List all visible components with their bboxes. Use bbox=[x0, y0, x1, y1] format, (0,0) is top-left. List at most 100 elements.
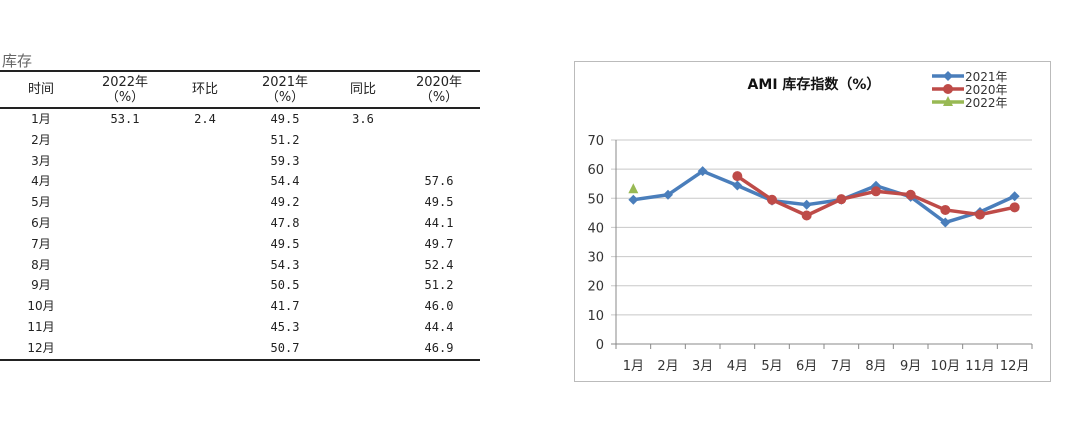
table-cell bbox=[168, 234, 242, 255]
table-cell bbox=[168, 213, 242, 234]
data-point bbox=[905, 189, 916, 200]
table-cell bbox=[82, 192, 168, 213]
table-cell bbox=[168, 317, 242, 338]
table-body: 1月 53.1 2.4 49.5 3.6 2月 51.2 3月 59.3 4月 54.4 57.6 5月… bbox=[0, 109, 480, 359]
table-cell: 10月 bbox=[27, 299, 55, 314]
table-header: 时间 2022年 （%） 环比 2021年 （%） 同比 2020年 （%） bbox=[0, 72, 480, 109]
x-tick-label: 2月 bbox=[657, 359, 678, 374]
table-row: 8月 54.3 52.4 bbox=[0, 255, 480, 276]
x-tick-label: 8月 bbox=[865, 359, 886, 374]
column-header: 2021年 （%） bbox=[242, 72, 328, 107]
table-cell bbox=[82, 171, 168, 192]
table-cell: 49.7 bbox=[424, 236, 454, 251]
table-row: 10月 41.7 46.0 bbox=[0, 296, 480, 317]
table-cell: 7月 bbox=[31, 236, 51, 251]
table-row: 4月 54.4 57.6 bbox=[0, 171, 480, 192]
table-cell: 49.5 bbox=[424, 195, 454, 210]
column-header: 环比 bbox=[168, 72, 242, 107]
table-cell bbox=[82, 275, 168, 296]
table-cell: 46.9 bbox=[424, 340, 454, 355]
data-point bbox=[943, 84, 953, 94]
table-cell: 54.4 bbox=[270, 174, 300, 189]
y-tick-label: 20 bbox=[587, 280, 604, 295]
y-tick-label: 70 bbox=[587, 134, 604, 149]
table-cell bbox=[328, 171, 398, 192]
table-cell bbox=[82, 317, 168, 338]
table-cell: 5月 bbox=[31, 195, 51, 210]
x-tick-label: 3月 bbox=[692, 359, 713, 374]
x-tick-label: 1月 bbox=[623, 359, 644, 374]
data-point bbox=[871, 186, 881, 197]
table-cell: 47.8 bbox=[270, 215, 300, 230]
series-line bbox=[633, 169, 1016, 225]
table-cell bbox=[328, 338, 398, 359]
table-row: 7月 49.5 49.7 bbox=[0, 234, 480, 255]
header-text: （%） bbox=[419, 89, 459, 105]
table-cell: 3.6 bbox=[352, 112, 374, 126]
data-point bbox=[801, 210, 812, 221]
table-cell: 54.3 bbox=[270, 257, 300, 272]
table-cell: 41.7 bbox=[270, 299, 300, 314]
table-cell: 1月 bbox=[31, 112, 51, 126]
table-row: 11月 45.3 44.4 bbox=[0, 317, 480, 338]
x-tick-label: 9月 bbox=[900, 359, 921, 374]
y-tick-label: 30 bbox=[587, 251, 604, 266]
table-cell bbox=[398, 151, 480, 172]
table-cell: 6月 bbox=[31, 215, 51, 230]
table-cell: 50.5 bbox=[270, 278, 300, 293]
y-tick-label: 0 bbox=[596, 338, 604, 353]
table-cell bbox=[82, 213, 168, 234]
table-cell bbox=[82, 296, 168, 317]
data-point bbox=[628, 194, 639, 205]
table-row: 2月 51.2 bbox=[0, 130, 480, 151]
column-header: 时间 bbox=[0, 72, 82, 107]
table-cell: 45.3 bbox=[270, 319, 300, 334]
table-cell bbox=[82, 234, 168, 255]
table-cell bbox=[168, 130, 242, 151]
table-cell bbox=[328, 151, 398, 172]
table-cell: 51.2 bbox=[424, 278, 454, 293]
table-cell bbox=[328, 234, 398, 255]
table-row: 9月 50.5 51.2 bbox=[0, 275, 480, 296]
table-cell bbox=[168, 171, 242, 192]
legend-label: 2022年 bbox=[965, 96, 1008, 110]
y-tick-label: 50 bbox=[587, 192, 604, 207]
table-cell: 50.7 bbox=[270, 340, 300, 355]
header-text: 2021年 bbox=[261, 74, 309, 90]
chart-title: AMI 库存指数（%） bbox=[748, 76, 881, 93]
data-point bbox=[732, 180, 743, 191]
y-tick-label: 60 bbox=[587, 163, 604, 178]
x-tick-label: 11月 bbox=[965, 359, 995, 374]
header-text: 同比 bbox=[349, 82, 376, 97]
table-cell: 49.5 bbox=[270, 112, 300, 126]
table-cell bbox=[168, 192, 242, 213]
column-header: 同比 bbox=[328, 72, 398, 107]
x-tick-label: 10月 bbox=[931, 359, 961, 374]
table-row: 12月 50.7 46.9 bbox=[0, 338, 480, 359]
legend-item: 2021年 bbox=[932, 70, 1008, 84]
header-text: （%） bbox=[105, 89, 145, 105]
table-cell: 12月 bbox=[27, 340, 55, 355]
header-text: 环比 bbox=[191, 82, 218, 97]
series-2022年 bbox=[628, 183, 639, 194]
table-cell: 49.2 bbox=[270, 195, 300, 210]
table-row: 3月 59.3 bbox=[0, 151, 480, 172]
legend-item: 2022年 bbox=[932, 96, 1008, 110]
legend-label: 2021年 bbox=[965, 70, 1008, 84]
table-row: 6月 47.8 44.1 bbox=[0, 213, 480, 234]
table-cell: 11月 bbox=[27, 319, 55, 334]
data-point bbox=[943, 96, 953, 106]
column-header: 2022年 （%） bbox=[82, 72, 168, 107]
table-cell bbox=[82, 255, 168, 276]
table-cell: 57.6 bbox=[424, 174, 454, 189]
data-point bbox=[663, 189, 673, 200]
table-cell: 51.2 bbox=[270, 132, 300, 147]
table-cell bbox=[328, 213, 398, 234]
table-cell bbox=[328, 275, 398, 296]
section-title: 库存 bbox=[2, 52, 33, 70]
table-row: 5月 49.2 49.5 bbox=[0, 192, 480, 213]
table-cell: 4月 bbox=[31, 174, 51, 189]
table-cell: 2.4 bbox=[194, 112, 216, 126]
header-text: 2022年 bbox=[101, 74, 149, 90]
column-header: 2020年 （%） bbox=[398, 72, 480, 107]
